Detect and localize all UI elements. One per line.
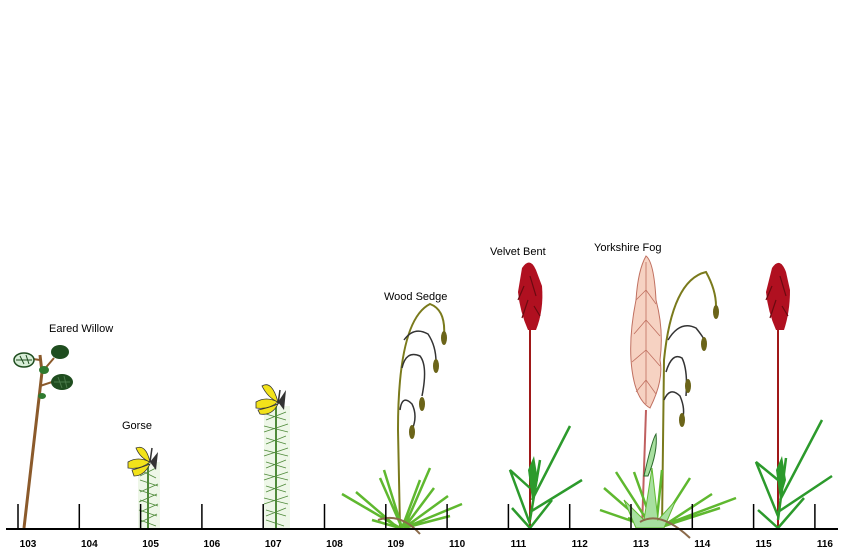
axis-tick-label: 112 (572, 539, 589, 550)
gorse-tall-icon (255, 384, 290, 528)
plant-label-yorkshire-fog: Yorkshire Fog (594, 242, 661, 254)
axis-tick-label: 108 (326, 539, 343, 550)
plant-label-velvet-bent: Velvet Bent (490, 246, 546, 258)
axis-tick-label: 111 (511, 539, 527, 550)
transect-axis: 103 104 105 106 107 108 109 110 111 112 113 114 115 1… (6, 504, 838, 550)
axis-tick-label: 114 (694, 539, 711, 550)
wood-sedge-icon (341, 302, 463, 535)
axis-tick-label: 113 (633, 539, 650, 550)
axis-tick-label: 109 (387, 539, 404, 550)
plant-label-eared-willow: Eared Willow (49, 323, 113, 335)
velvet-bent-icon-2 (754, 262, 833, 529)
axis-tick-label: 115 (756, 539, 773, 550)
plant-label-gorse: Gorse (122, 420, 152, 432)
axis-tick-label: 104 (81, 539, 98, 550)
axis-tick-label: 107 (265, 539, 282, 550)
eared-willow-icon (13, 345, 73, 529)
gorse-icon (127, 446, 160, 528)
axis-tick-label: 110 (449, 539, 466, 550)
axis-tick-label: 103 (20, 539, 37, 550)
axis-tick-label: 105 (142, 539, 159, 550)
plant-label-wood-sedge: Wood Sedge (384, 291, 447, 303)
axis-tick-label: 106 (204, 539, 221, 550)
velvet-bent-icon (508, 262, 583, 529)
axis-tick-label: 116 (817, 539, 834, 550)
yorkshire-fog-icon (599, 255, 737, 539)
